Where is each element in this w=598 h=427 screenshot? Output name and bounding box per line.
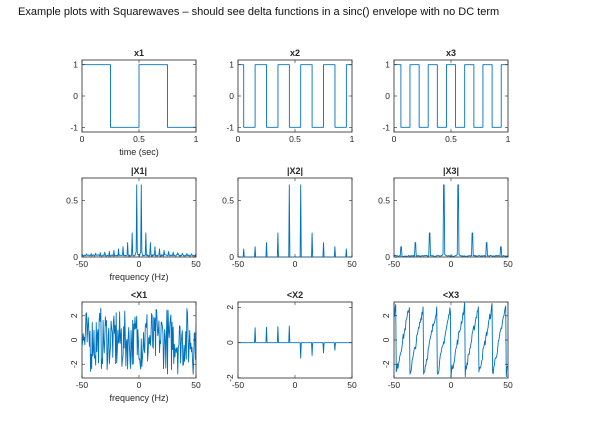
y-tick-label: 2 [225, 305, 235, 310]
y-tick-label: 2 [69, 313, 79, 318]
x-tick-label: 0 [236, 134, 241, 144]
y-tick-label: -2 [69, 360, 79, 368]
y-tick-label: 0 [229, 252, 234, 262]
subplot-title: x2 [290, 48, 300, 58]
plot-frame [237, 177, 353, 258]
x-axis-label: frequency (Hz) [109, 272, 168, 282]
subplot-7: -50 0 50 -2 0 2 <X1 frequency (Hz) [69, 290, 201, 403]
y-tick-label: -1 [382, 122, 390, 132]
y-tick-label: 2 [381, 313, 391, 318]
subplot-title: <X1 [131, 290, 147, 300]
x-tick-label: 0 [293, 380, 298, 390]
y-tick-label: 0 [73, 252, 78, 262]
subplot-title: |X3| [443, 166, 459, 176]
subplot-title: |X2| [287, 166, 303, 176]
y-tick-label: -1 [226, 122, 234, 132]
subplot-9: -50 0 50 -2 0 2 <X3 [381, 290, 513, 390]
data-line [82, 64, 196, 128]
x-tick-label: 0.5 [445, 134, 457, 144]
y-tick-label: 0.5 [66, 196, 78, 206]
y-tick-label: 0 [381, 337, 391, 342]
subplot-title: x1 [134, 48, 144, 58]
y-tick-label: 0.5 [378, 196, 390, 206]
y-tick-label: -2 [381, 360, 391, 368]
data-line [238, 64, 352, 128]
x-tick-label: 50 [503, 259, 513, 269]
y-tick-label: 0.5 [222, 196, 234, 206]
x-axis-label: time (sec) [119, 147, 159, 157]
x-tick-label: 0.5 [289, 134, 301, 144]
data-line [82, 307, 196, 375]
y-tick-label: 1 [385, 60, 390, 70]
x-tick-label: 50 [191, 259, 201, 269]
x-tick-label: 1 [350, 134, 355, 144]
x-tick-label: 0 [137, 380, 142, 390]
subplot-title: x3 [446, 48, 456, 58]
page-title: Example plots with Squarewaves – should … [18, 6, 500, 18]
x-tick-label: 0 [80, 134, 85, 144]
y-tick-label: 0 [229, 91, 234, 101]
plot-frame [393, 177, 509, 258]
subplot-8: -50 0 50 -2 0 2 <X2 [225, 290, 357, 390]
x-tick-label: 0 [137, 259, 142, 269]
subplot-title: <X3 [443, 290, 459, 300]
y-tick-label: 0 [385, 252, 390, 262]
subplot-title: <X2 [287, 290, 303, 300]
y-tick-label: 0 [385, 91, 390, 101]
y-tick-label: 0 [69, 337, 79, 342]
x-tick-label: -50 [388, 259, 401, 269]
x-tick-label: 0 [449, 259, 454, 269]
x-tick-label: 0 [293, 259, 298, 269]
y-tick-label: -1 [70, 122, 78, 132]
x-tick-label: 50 [347, 259, 357, 269]
x-tick-label: 0 [449, 380, 454, 390]
x-tick-label: 50 [347, 380, 357, 390]
y-tick-label: 0 [225, 340, 235, 345]
data-line [394, 64, 508, 128]
x-tick-label: 0.5 [133, 134, 145, 144]
y-tick-label: 0 [73, 91, 78, 101]
x-tick-label: -50 [76, 380, 89, 390]
plot-frame [237, 301, 353, 379]
x-tick-label: 50 [503, 380, 513, 390]
x-tick-label: 1 [506, 134, 511, 144]
y-tick-label: 1 [73, 60, 78, 70]
data-line [238, 325, 352, 359]
x-tick-label: -50 [76, 259, 89, 269]
x-tick-label: -50 [232, 380, 245, 390]
plot-frame [81, 177, 197, 258]
subplot-title: |X1| [131, 166, 147, 176]
x-tick-label: 1 [194, 134, 199, 144]
y-tick-label: 1 [229, 60, 234, 70]
y-tick-label: -2 [225, 374, 235, 382]
x-tick-label: -50 [388, 380, 401, 390]
x-tick-label: 50 [191, 380, 201, 390]
x-tick-label: -50 [232, 259, 245, 269]
x-tick-label: 0 [392, 134, 397, 144]
plot-frame [393, 59, 509, 133]
x-axis-label: frequency (Hz) [109, 393, 168, 403]
